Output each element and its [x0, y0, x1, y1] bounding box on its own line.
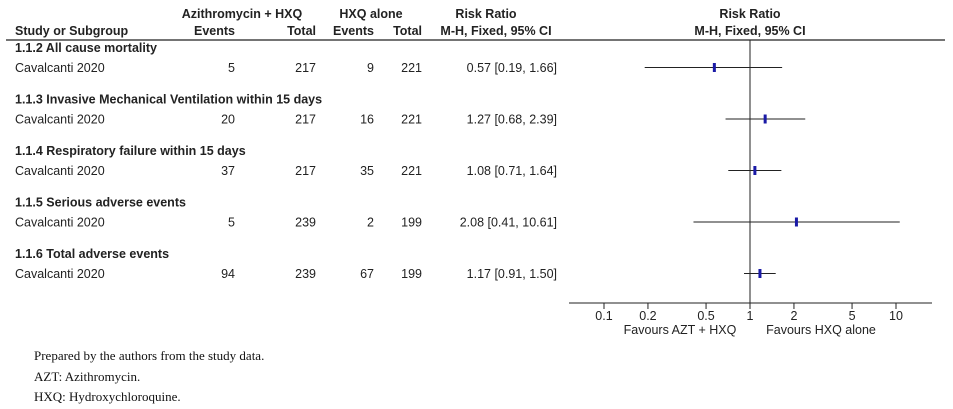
header-study-col: Study or Subgroup — [15, 24, 129, 38]
forest-rows: 1.1.2 All cause mortality Cavalcanti 2020… — [15, 40, 900, 303]
axis-label-right: Favours HXQ alone — [766, 323, 876, 337]
study-name: Cavalcanti 2020 — [15, 164, 105, 178]
events-group2: 9 — [367, 61, 374, 75]
subgroup-3: 1.1.4 Respiratory failure within 15 days… — [15, 144, 782, 178]
events-group1: 5 — [228, 216, 235, 230]
x-tick-label: 2 — [790, 309, 797, 323]
subgroup-label: 1.1.4 Respiratory failure within 15 days — [15, 144, 246, 158]
header-total1: Total — [287, 24, 316, 38]
total-group1: 239 — [295, 216, 316, 230]
point-estimate-marker — [794, 217, 798, 227]
header-effect-left: Risk Ratio — [455, 7, 516, 21]
total-group1: 239 — [295, 267, 316, 281]
x-tick-label: 0.2 — [639, 309, 656, 323]
point-estimate-marker — [712, 63, 716, 72]
header-effect-right: Risk Ratio — [719, 7, 780, 21]
subgroup-5: 1.1.6 Total adverse events Cavalcanti 202… — [15, 247, 776, 281]
risk-ratio-ci: 2.08 [0.41, 10.61] — [460, 216, 557, 230]
total-group1: 217 — [295, 61, 316, 75]
header-group2: HXQ alone — [339, 7, 402, 21]
x-tick-label: 0.1 — [595, 309, 612, 323]
subgroup-label: 1.1.2 All cause mortality — [15, 41, 157, 55]
total-group2: 199 — [401, 267, 422, 281]
footnote-source: Prepared by the authors from the study d… — [34, 348, 265, 363]
total-group1: 217 — [295, 164, 316, 178]
subgroup-4: 1.1.5 Serious adverse events Cavalcanti 2… — [15, 196, 900, 230]
subgroup-label: 1.1.6 Total adverse events — [15, 247, 169, 261]
events-group2: 35 — [360, 164, 374, 178]
events-group1: 5 — [228, 61, 235, 75]
events-group2: 2 — [367, 216, 374, 230]
events-group1: 20 — [221, 113, 235, 127]
risk-ratio-ci: 1.08 [0.71, 1.64] — [467, 164, 557, 178]
header-total2: Total — [393, 24, 422, 38]
study-name: Cavalcanti 2020 — [15, 267, 105, 281]
risk-ratio-ci: 0.57 [0.19, 1.66] — [467, 61, 557, 75]
x-tick-label: 5 — [849, 309, 856, 323]
events-group2: 67 — [360, 267, 374, 281]
risk-ratio-ci: 1.17 [0.91, 1.50] — [467, 267, 557, 281]
footnote-hxq: HXQ: Hydroxychloroquine. — [34, 389, 181, 404]
header-group1: Azithromycin + HXQ — [182, 7, 303, 21]
subgroup-1: 1.1.2 All cause mortality Cavalcanti 2020… — [15, 41, 783, 75]
x-tick-label: 10 — [889, 309, 903, 323]
study-name: Cavalcanti 2020 — [15, 216, 105, 230]
header-events2: Events — [333, 24, 374, 38]
subgroup-2: 1.1.3 Invasive Mechanical Ventilation wi… — [15, 93, 806, 127]
risk-ratio-ci: 1.27 [0.68, 2.39] — [467, 113, 557, 127]
footnote-azt: AZT: Azithromycin. — [34, 369, 141, 384]
point-estimate-marker — [763, 114, 767, 124]
point-estimate-marker — [758, 269, 762, 278]
header-effect-right-sub: M-H, Fixed, 95% CI — [694, 24, 805, 38]
total-group2: 221 — [401, 164, 422, 178]
total-group1: 217 — [295, 113, 316, 127]
header-effect-left-sub: M-H, Fixed, 95% CI — [440, 24, 551, 38]
total-group2: 221 — [401, 113, 422, 127]
header-events1: Events — [194, 24, 235, 38]
point-estimate-marker — [753, 166, 757, 175]
study-name: Cavalcanti 2020 — [15, 113, 105, 127]
x-tick-label: 1 — [747, 309, 754, 323]
axis-label-left: Favours AZT + HXQ — [624, 323, 737, 337]
events-group1: 94 — [221, 267, 235, 281]
study-name: Cavalcanti 2020 — [15, 61, 105, 75]
events-group1: 37 — [221, 164, 235, 178]
subgroup-label: 1.1.3 Invasive Mechanical Ventilation wi… — [15, 93, 322, 107]
total-group2: 221 — [401, 61, 422, 75]
events-group2: 16 — [360, 113, 374, 127]
x-tick-label: 0.5 — [697, 309, 714, 323]
total-group2: 199 — [401, 216, 422, 230]
subgroup-label: 1.1.5 Serious adverse events — [15, 196, 186, 210]
forest-axis: 0.1 0.2 0.5 1 2 5 10 — [569, 302, 932, 323]
